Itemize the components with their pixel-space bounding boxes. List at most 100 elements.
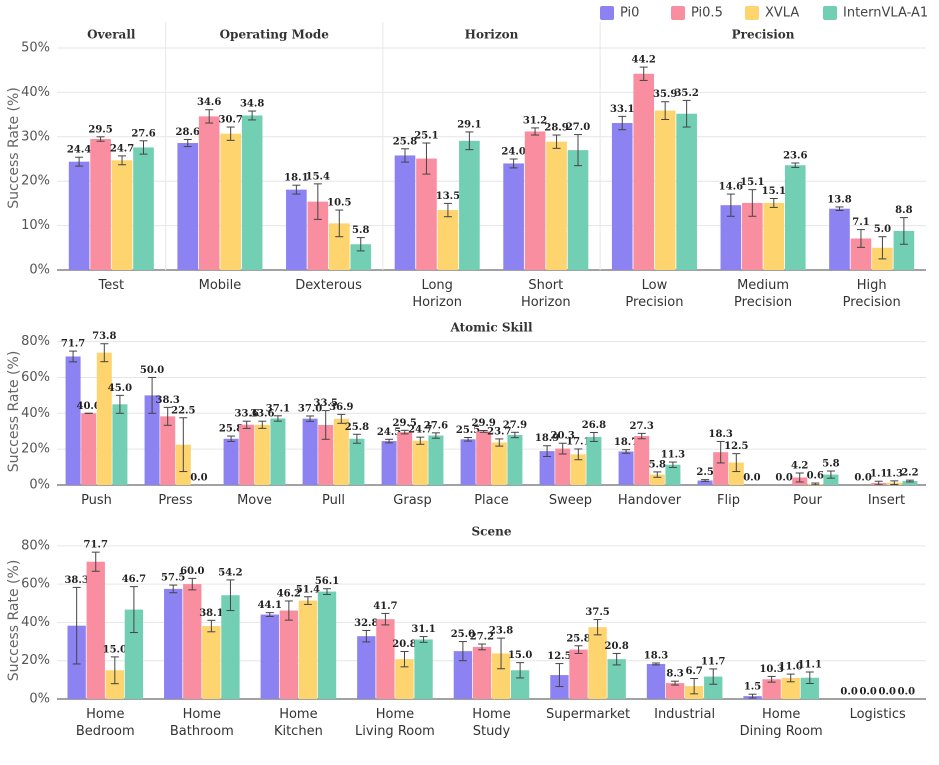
value-label: 12.5 xyxy=(547,651,571,662)
error-bar xyxy=(443,202,452,218)
value-label: 31.1 xyxy=(411,624,435,635)
error-bar xyxy=(284,600,293,621)
error-bar xyxy=(899,217,908,245)
value-label: 71.7 xyxy=(61,339,85,350)
y-tick-label: 60% xyxy=(21,370,50,385)
bar xyxy=(414,639,433,699)
y-tick-label: 60% xyxy=(21,577,50,592)
error-bar xyxy=(464,436,473,442)
bar xyxy=(850,238,872,270)
error-bar xyxy=(874,480,883,486)
value-label: 24.7 xyxy=(110,143,134,154)
x-tick-label: Press xyxy=(158,493,192,508)
value-label: 27.0 xyxy=(566,122,590,133)
bar xyxy=(221,595,240,699)
value-label: 33.6 xyxy=(250,409,274,420)
x-tick-line: Low xyxy=(642,278,668,293)
x-tick-label: Home Study xyxy=(472,707,510,739)
value-label: 14.6 xyxy=(719,182,743,193)
bar xyxy=(270,418,286,485)
x-tick-line: Industrial xyxy=(654,707,715,722)
value-label: 0.0 xyxy=(190,473,207,484)
y-tick-label: 30% xyxy=(21,129,50,144)
x-tick-label: Mobile xyxy=(199,278,242,293)
legend-swatch xyxy=(823,6,837,20)
y-tick-label: 20% xyxy=(21,653,50,668)
value-label: 24.7 xyxy=(408,425,432,436)
x-tick-line: Bathroom xyxy=(170,724,234,739)
error-bar xyxy=(618,115,627,131)
error-bar xyxy=(207,619,216,633)
value-label: 0.0 xyxy=(775,473,792,484)
x-tick-line: Press xyxy=(158,493,192,508)
error-bar xyxy=(352,433,361,444)
bar xyxy=(220,133,241,270)
error-bar xyxy=(835,206,844,212)
error-bar xyxy=(179,417,188,473)
error-bar xyxy=(477,643,486,651)
value-label: 8.8 xyxy=(895,205,912,216)
error-bar xyxy=(169,584,178,594)
error-bar xyxy=(786,673,795,683)
error-bar xyxy=(701,479,710,482)
x-tick-label: Home Dining Room xyxy=(740,707,823,739)
bar xyxy=(198,116,220,270)
value-label: 2.2 xyxy=(901,468,918,479)
group-title: Overall xyxy=(87,28,136,42)
error-bar xyxy=(543,445,552,457)
bar xyxy=(618,451,634,485)
bar xyxy=(567,150,589,270)
value-label: 60.0 xyxy=(180,566,204,577)
value-label: 35.9 xyxy=(653,89,677,100)
error-bar xyxy=(431,432,440,439)
error-bar xyxy=(531,127,540,136)
error-bar xyxy=(400,148,409,163)
error-bar xyxy=(593,619,602,636)
x-tick-label: Home Bedroom xyxy=(76,707,135,739)
bar xyxy=(302,418,318,485)
value-label: 36.9 xyxy=(329,402,353,413)
bar xyxy=(183,584,202,699)
y-tick-label: 0% xyxy=(29,692,50,707)
y-axis-title: Success Rate (%) xyxy=(6,351,22,473)
value-label: 23.7 xyxy=(487,426,511,437)
bar xyxy=(376,619,395,699)
value-label: 27.2 xyxy=(470,632,494,643)
error-bar xyxy=(748,189,757,217)
x-tick-line: Horizon xyxy=(521,295,571,310)
x-tick-line: Supermarket xyxy=(546,707,630,722)
error-bar xyxy=(589,431,598,442)
error-bar xyxy=(416,436,425,445)
bar xyxy=(279,610,299,699)
value-label: 15.0 xyxy=(508,650,532,661)
value-label: 2.5 xyxy=(696,467,713,478)
bar xyxy=(649,474,665,485)
bar xyxy=(254,424,270,485)
bar xyxy=(202,626,221,699)
error-bar xyxy=(321,410,330,440)
value-label: 27.9 xyxy=(503,420,527,431)
value-label: 10.3 xyxy=(759,664,783,675)
y-tick-label: 20% xyxy=(21,174,50,189)
error-bar xyxy=(226,579,235,612)
bar xyxy=(112,404,128,485)
error-bar xyxy=(748,693,757,699)
bar xyxy=(476,431,492,485)
bar xyxy=(588,627,607,699)
value-label: 38.1 xyxy=(199,608,223,619)
value-label: 0.0 xyxy=(879,687,896,698)
x-tick-line: Test xyxy=(98,278,125,293)
x-tick-line: Home xyxy=(472,707,510,722)
value-label: 44.2 xyxy=(632,55,656,66)
x-tick-line: Bedroom xyxy=(76,724,135,739)
bar xyxy=(665,464,681,485)
error-bar xyxy=(637,432,646,440)
error-bar xyxy=(574,448,583,461)
x-tick-line: Kitchen xyxy=(274,724,323,739)
error-bar xyxy=(148,376,157,414)
error-bar xyxy=(75,156,84,167)
value-label: 29.9 xyxy=(472,418,496,429)
x-tick-line: Long xyxy=(421,278,452,293)
bar xyxy=(763,202,785,270)
bar xyxy=(829,208,850,270)
